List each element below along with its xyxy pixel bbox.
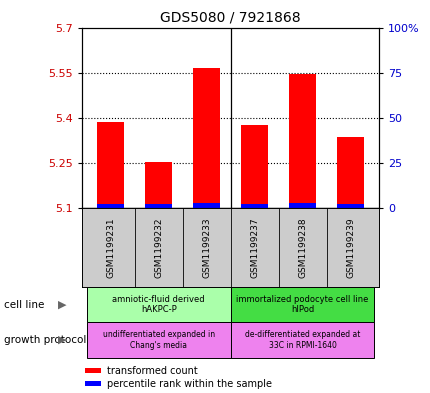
Bar xyxy=(145,162,172,208)
Bar xyxy=(86,287,230,322)
Text: percentile rank within the sample: percentile rank within the sample xyxy=(107,379,271,389)
Bar xyxy=(97,122,123,208)
Bar xyxy=(289,74,315,208)
Text: de-differentiated expanded at
33C in RPMI-1640: de-differentiated expanded at 33C in RPM… xyxy=(244,330,359,350)
Bar xyxy=(145,204,172,208)
Bar xyxy=(337,204,363,208)
Bar xyxy=(241,204,267,208)
Bar xyxy=(230,287,374,322)
Text: GSM1199239: GSM1199239 xyxy=(345,217,354,278)
Bar xyxy=(193,203,219,208)
Bar xyxy=(85,381,101,386)
Bar xyxy=(337,138,363,208)
Text: ▶: ▶ xyxy=(58,335,67,345)
Text: GSM1199238: GSM1199238 xyxy=(297,217,306,278)
Text: ▶: ▶ xyxy=(58,299,67,310)
Bar xyxy=(193,68,219,208)
Text: undifferentiated expanded in
Chang's media: undifferentiated expanded in Chang's med… xyxy=(102,330,214,350)
Text: GSM1199233: GSM1199233 xyxy=(202,217,211,278)
Text: immortalized podocyte cell line
hIPod: immortalized podocyte cell line hIPod xyxy=(236,295,368,314)
Bar xyxy=(97,204,123,208)
Text: transformed count: transformed count xyxy=(107,365,197,375)
Bar xyxy=(230,322,374,358)
Bar xyxy=(86,322,230,358)
Bar xyxy=(241,125,267,208)
Bar xyxy=(289,204,315,208)
Text: growth protocol: growth protocol xyxy=(4,335,86,345)
Text: GSM1199231: GSM1199231 xyxy=(106,217,115,278)
Bar xyxy=(85,367,101,373)
Text: cell line: cell line xyxy=(4,299,45,310)
Title: GDS5080 / 7921868: GDS5080 / 7921868 xyxy=(160,11,300,25)
Text: GSM1199232: GSM1199232 xyxy=(154,217,163,278)
Text: amniotic-fluid derived
hAKPC-P: amniotic-fluid derived hAKPC-P xyxy=(112,295,205,314)
Text: GSM1199237: GSM1199237 xyxy=(249,217,258,278)
